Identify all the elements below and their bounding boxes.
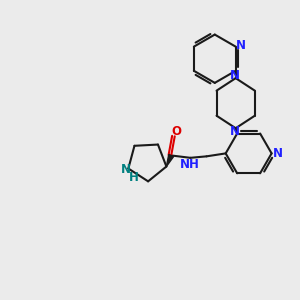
Text: N: N [121,164,131,176]
Text: H: H [129,171,139,184]
Polygon shape [167,154,174,166]
Text: N: N [230,125,240,138]
Text: N: N [272,147,283,160]
Text: N: N [230,69,240,82]
Text: O: O [171,124,181,137]
Text: N: N [236,39,246,52]
Text: NH: NH [180,158,200,171]
